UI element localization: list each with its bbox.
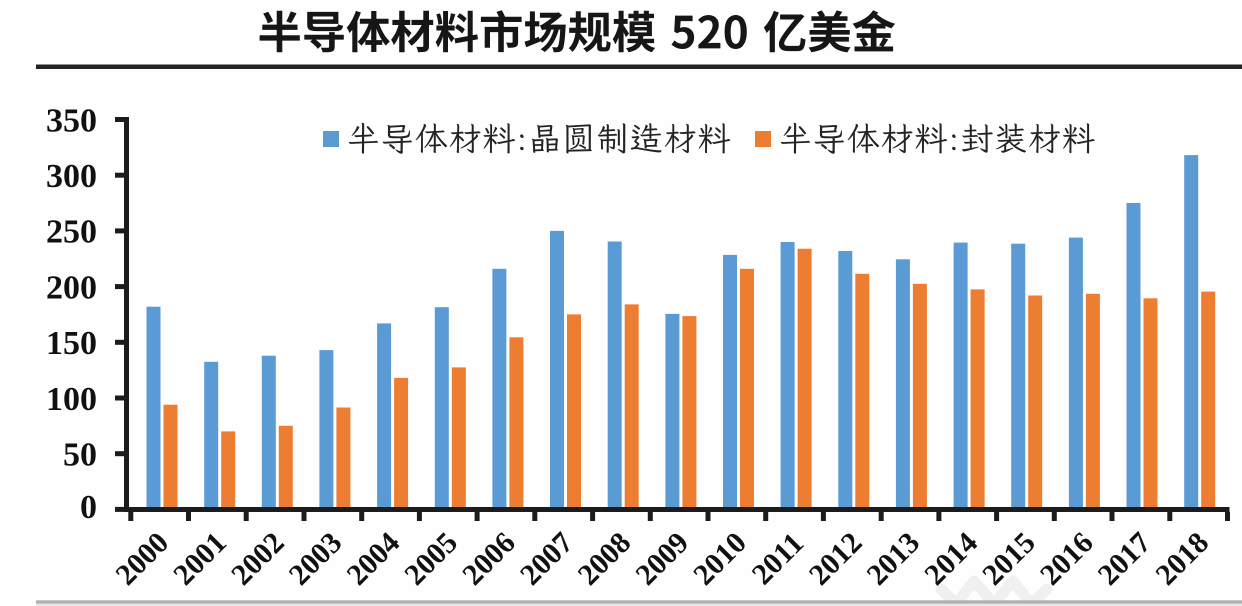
svg-text:200: 200 <box>46 269 97 306</box>
svg-text:100: 100 <box>46 381 97 418</box>
svg-text:0: 0 <box>80 489 97 526</box>
svg-text:150: 150 <box>46 325 97 362</box>
svg-text:50: 50 <box>63 437 97 474</box>
svg-text:300: 300 <box>46 158 97 195</box>
svg-text:250: 250 <box>46 214 97 251</box>
svg-text:350: 350 <box>46 102 97 139</box>
